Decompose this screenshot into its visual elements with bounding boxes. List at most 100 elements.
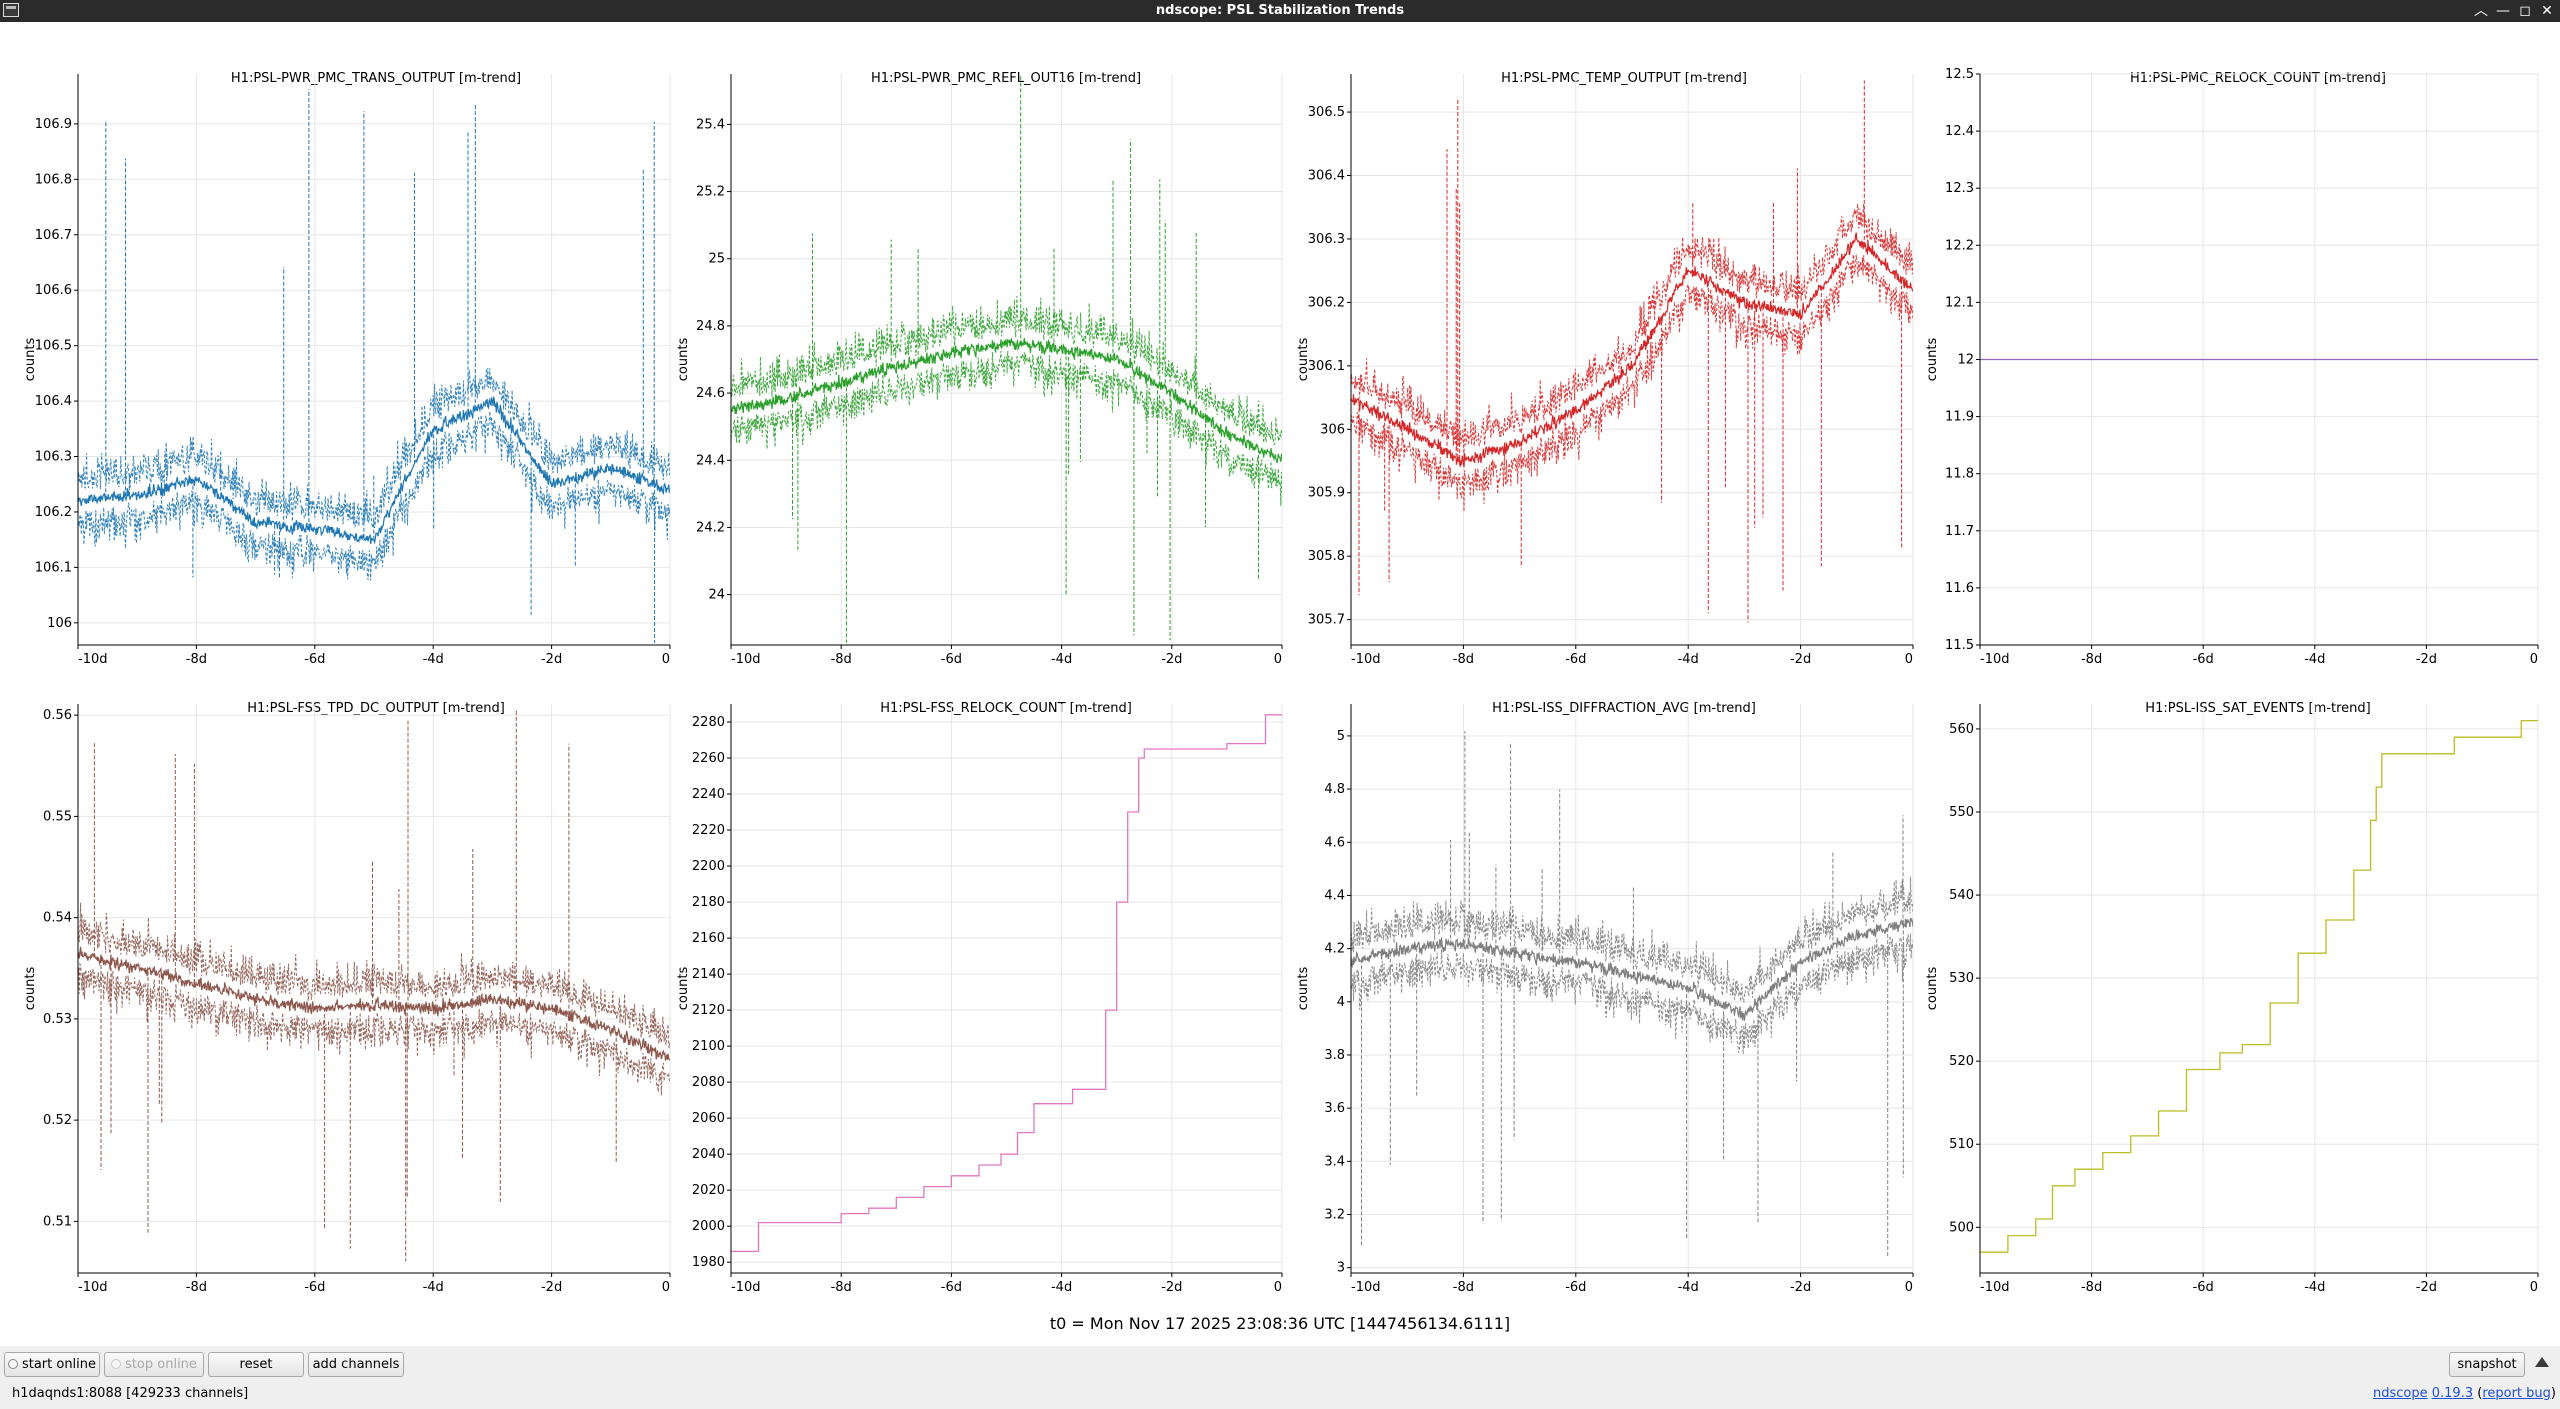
y-tick-label: 3.2 (1324, 1208, 1345, 1223)
y-tick-label: 540 (1949, 888, 1974, 903)
start-online-button[interactable]: start online (4, 1352, 100, 1377)
window-title: ndscope: PSL Stabilization Trends (1155, 3, 1405, 18)
plot-grid[interactable]: H1:PSL-PWR_PMC_TRANS_OUTPUT [m-trend] 106… (0, 22, 2560, 1307)
y-tick-label: 106.2 (35, 505, 72, 520)
y-axis-label: counts (23, 338, 38, 382)
x-tick-label: -8d (186, 1280, 207, 1295)
y-tick-label: 2160 (692, 931, 725, 946)
y-tick-label: 0.51 (43, 1214, 72, 1229)
plot-3: H1:PSL-PMC_TEMP_OUTPUT [m-trend] 305.7 305… (1296, 71, 1914, 667)
y-axis-label: counts (1296, 967, 1311, 1011)
x-tick-label: -6d (2193, 652, 2214, 667)
y-tick-label: 305.9 (1308, 486, 1345, 501)
stop-online-button: stop online (104, 1352, 204, 1377)
y-tick-label: 500 (1949, 1220, 1974, 1235)
y-tick-label: 2020 (692, 1183, 725, 1198)
bottom-toolbar (0, 1346, 2560, 1409)
x-tick-label: -4d (2304, 652, 2325, 667)
y-tick-label: 11.5 (1945, 638, 1974, 653)
t0-timestamp: t0 = Mon Nov 17 2025 23:08:36 UTC [14474… (1049, 1314, 1511, 1333)
window-minimize-icon[interactable]: — (2496, 3, 2510, 19)
add-channels-button[interactable]: add channels (308, 1352, 404, 1377)
x-tick-label: -6d (941, 652, 962, 667)
x-tick-label: -2d (2416, 652, 2437, 667)
plot-title: H1:PSL-FSS_RELOCK_COUNT [m-trend] (880, 701, 1132, 716)
y-tick-label: 106.4 (35, 394, 72, 409)
x-tick-label: -2d (541, 652, 562, 667)
x-tick-label: -6d (1565, 1280, 1586, 1295)
window-keep-above-icon[interactable]: ︿ (2474, 3, 2488, 19)
y-tick-label: 305.8 (1308, 549, 1345, 564)
y-tick-label: 2140 (692, 967, 725, 982)
y-tick-label: 12.2 (1945, 238, 1974, 253)
x-tick-label: -6d (304, 652, 325, 667)
y-tick-label: 560 (1949, 722, 1974, 737)
x-tick-label: -10d (78, 652, 108, 667)
y-tick-label: 12 (1957, 353, 1974, 368)
version-link[interactable]: 0.19.3 (2431, 1386, 2474, 1401)
play-icon (7, 1359, 18, 1369)
y-tick-label: 4.2 (1324, 942, 1345, 957)
plot-title: H1:PSL-PWR_PMC_TRANS_OUTPUT [m-trend] (231, 71, 521, 86)
y-tick-label: 3.6 (1324, 1101, 1345, 1116)
y-tick-label: 106.1 (35, 560, 72, 575)
x-tick-label: -8d (831, 1280, 852, 1295)
expand-up-icon[interactable] (2535, 1357, 2549, 1367)
snapshot-button[interactable]: snapshot (2449, 1352, 2525, 1377)
y-tick-label: 520 (1949, 1054, 1974, 1069)
y-tick-label: 530 (1949, 971, 1974, 986)
y-tick-label: 2200 (692, 859, 725, 874)
y-tick-label: 106.7 (35, 228, 72, 243)
window-close-icon[interactable]: ✕ (2541, 3, 2553, 19)
x-tick-label: -8d (186, 652, 207, 667)
x-tick-label: -4d (1678, 652, 1699, 667)
y-tick-label: 306.3 (1308, 232, 1345, 247)
reset-button[interactable]: reset (208, 1352, 304, 1377)
x-tick-label: 0 (1905, 1280, 1913, 1295)
plot-data (1351, 731, 1913, 1258)
plot-data (731, 76, 1282, 643)
y-tick-label: 2120 (692, 1003, 725, 1018)
x-tick-label: -10d (731, 1280, 761, 1295)
trend-mean-line (1351, 917, 1913, 1021)
trend-mean-line (78, 946, 670, 1062)
y-axis-label: counts (23, 967, 38, 1011)
plots-canvas[interactable]: H1:PSL-PWR_PMC_TRANS_OUTPUT [m-trend] 106… (0, 22, 2560, 1307)
x-tick-label: -8d (831, 652, 852, 667)
y-tick-label: 12.3 (1945, 181, 1974, 196)
x-tick-label: -8d (1453, 652, 1474, 667)
y-tick-label: 24.8 (696, 319, 725, 334)
window-maximize-icon[interactable]: ◻ (2519, 3, 2531, 19)
report-bug-link[interactable]: report bug (2482, 1386, 2551, 1401)
trend-max-line (1351, 876, 1913, 1004)
plot-data (1351, 80, 1913, 623)
trend-line (731, 714, 1282, 1253)
y-tick-label: 4.4 (1324, 888, 1345, 903)
y-tick-label: 106 (47, 616, 72, 631)
y-tick-label: 12.1 (1945, 295, 1974, 310)
y-tick-label: 2240 (692, 787, 725, 802)
window-titlebar[interactable]: ndscope: PSL Stabilization Trends ︿ — ◻ … (0, 0, 2560, 22)
y-tick-label: 0.56 (43, 708, 72, 723)
y-axis-label: counts (1925, 967, 1940, 1011)
trend-max-line (78, 902, 670, 1049)
y-axis-label: counts (1925, 338, 1940, 382)
y-tick-label: 4 (1337, 995, 1345, 1010)
x-tick-label: -8d (2081, 1280, 2102, 1295)
version-info: ndscope 0.19.3 (report bug) (2373, 1386, 2556, 1401)
plot-data (78, 710, 670, 1262)
plot-title: H1:PSL-FSS_TPD_DC_OUTPUT [m-trend] (247, 701, 505, 716)
y-tick-label: 3.8 (1324, 1048, 1345, 1063)
y-tick-label: 106.9 (35, 117, 72, 132)
trend-mean-line (1351, 232, 1913, 468)
plot-6: H1:PSL-FSS_RELOCK_COUNT [m-trend] 1980 200… (676, 701, 1283, 1295)
y-tick-label: 11.9 (1945, 410, 1974, 425)
trend-max-line (731, 296, 1282, 445)
x-tick-label: -10d (1980, 652, 2010, 667)
x-tick-label: -2d (2416, 1280, 2437, 1295)
y-tick-label: 3.4 (1324, 1154, 1345, 1169)
paren-close: ) (2550, 1386, 2556, 1401)
y-tick-label: 106.3 (35, 450, 72, 465)
ndscope-link[interactable]: ndscope (2372, 1386, 2428, 1401)
trend-min-line (731, 350, 1282, 506)
